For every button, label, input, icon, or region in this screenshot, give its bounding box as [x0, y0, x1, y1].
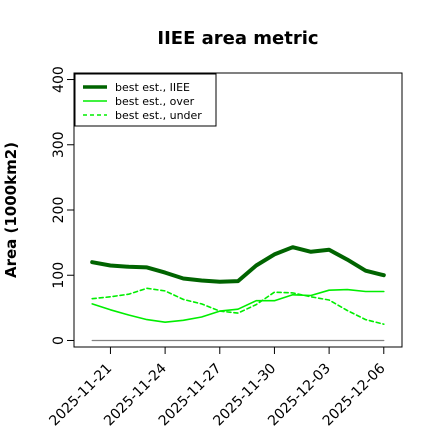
legend-label-2: best est., under — [115, 109, 202, 122]
chart-title: IIEE area metric — [157, 28, 318, 49]
series-layer — [90, 245, 386, 342]
series-line-1 — [90, 245, 386, 284]
y-axis-label: Area (1000km2) — [2, 142, 20, 278]
y-tick-label-0: 0 — [51, 336, 67, 345]
legend-box — [74, 73, 217, 127]
legend-label-1: best est., over — [115, 95, 195, 108]
y-tick-label-4: 400 — [51, 66, 67, 93]
legend-label-0: best est., IIEE — [115, 81, 190, 94]
y-tick-label-1: 100 — [51, 262, 67, 289]
y-tick-label-2: 200 — [51, 197, 67, 224]
y-tick-label-3: 300 — [51, 131, 67, 158]
y-axis: 0 100 200 300 400 — [51, 66, 74, 345]
series-line-2 — [91, 288, 385, 324]
series-line-3 — [91, 287, 385, 326]
x-axis: 2025-11-212025-11-242025-11-272025-11-30… — [46, 347, 389, 429]
